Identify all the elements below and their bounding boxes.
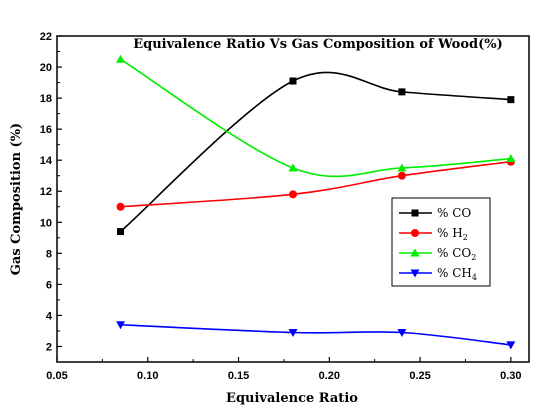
x-tick-label: 0.10 [137,370,158,382]
legend-label: % CO [437,206,471,220]
legend-label: % CH4 [437,266,477,282]
y-tick-label: 2 [46,341,52,353]
series-line [120,71,511,233]
data-point [288,163,298,172]
legend-marker [410,248,420,257]
y-tick-label: 4 [46,310,53,322]
y-tick-label: 14 [40,155,53,167]
legend-label-base: % CH [437,266,472,280]
x-tick-label: 0.20 [319,370,340,382]
legend-label-subscript: 2 [471,253,476,262]
data-point [506,154,516,163]
legend-label-subscript: 2 [463,233,468,242]
data-point [397,163,407,172]
legend-item: % CH4 [399,266,477,282]
legend-label-base: % CO [437,246,471,260]
legend-label-subscript: 4 [472,273,477,282]
series-line [120,58,511,178]
series-line [120,160,511,208]
y-tick-label: 6 [46,279,52,291]
y-tick-label: 12 [40,186,52,198]
data-point [117,228,125,236]
y-axis: 2 4 6 8 10 12 14 16 18 20 22 [40,31,62,363]
legend-box [391,197,491,287]
data-point [506,341,516,350]
data-point [288,329,298,338]
x-axis: 0.05 0.10 0.15 0.20 0.25 0.30 [46,357,522,382]
y-tick-label: 20 [40,62,52,74]
x-tick-label: 0.15 [228,370,249,382]
data-point [289,190,297,199]
legend-item: % CO [399,206,471,220]
y-tick-label: 8 [46,248,52,260]
x-tick-label: 0.05 [46,370,67,382]
legend-label-base: % CO [437,206,471,220]
data-point [397,329,407,338]
data-point [507,96,515,104]
legend-label-base: % H [437,226,463,240]
y-tick-label: 22 [40,31,52,43]
x-axis-label: Equivalence Ratio [226,391,358,406]
y-tick-label: 10 [40,217,52,229]
legend-label: % CO2 [437,246,476,262]
legend-marker [411,229,419,237]
series-3 [116,321,516,350]
y-axis-label: Gas Composition (%) [9,123,24,275]
x-tick-label: 0.30 [500,370,521,382]
chart-title: Equivalence Ratio Vs Gas Composition of … [133,37,503,52]
series-1 [116,157,515,211]
series-line [120,323,511,346]
legend-marker [411,209,419,217]
legend-item: % CO2 [399,246,476,262]
data-point [289,77,297,85]
data-point [116,54,126,63]
data-point [397,171,406,180]
y-tick-label: 18 [40,93,52,105]
series-0 [117,71,515,236]
series-2 [116,54,516,178]
data-point [116,202,125,211]
legend-marker [410,269,420,278]
series-layer [116,54,516,350]
legend-item: % H2 [399,226,468,242]
x-tick-label: 0.25 [409,370,430,382]
legend: % CO% H2% CO2% CH4 [391,197,491,287]
data-point [398,88,406,96]
legend-label: % H2 [437,226,468,242]
data-point [116,321,126,330]
y-tick-label: 16 [40,124,52,136]
